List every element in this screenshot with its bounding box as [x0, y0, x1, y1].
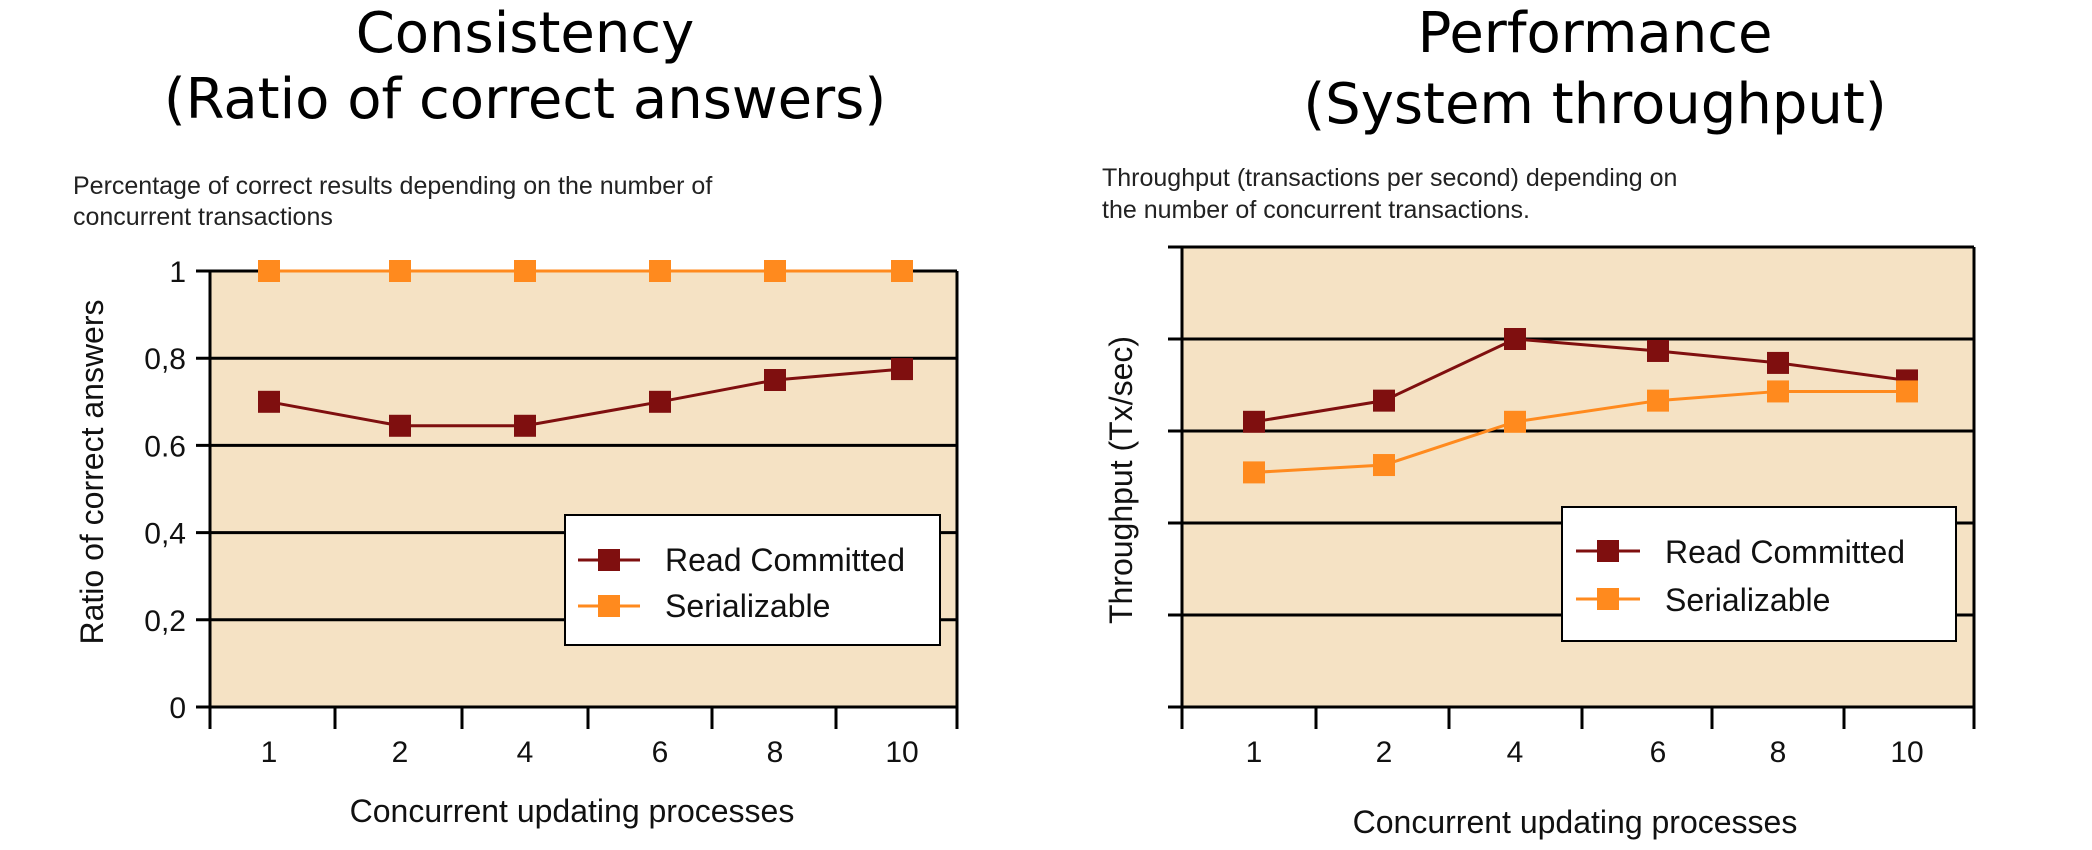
x-tick-label: 2 — [392, 736, 409, 769]
legend-box — [1561, 506, 1957, 642]
data-point-marker — [1767, 380, 1789, 403]
x-tick-label: 4 — [1507, 736, 1524, 769]
data-point-marker — [1504, 328, 1526, 350]
legend-label-read-committed: Read Committed — [665, 542, 905, 578]
data-point-marker — [891, 260, 913, 282]
chart-title-line-1: Consistency — [356, 1, 695, 66]
data-point-marker — [1504, 410, 1526, 433]
legend-marker-serializable — [598, 595, 620, 617]
legend: Read Committed Serializable — [1561, 506, 1957, 642]
series-line-read-committed — [1253, 337, 1908, 424]
legend-label-read-committed: Read Committed — [1665, 534, 1905, 570]
data-point-marker — [891, 358, 913, 381]
chart-title-line-2: (Ratio of correct answers) — [164, 67, 886, 132]
legend-marker-read-committed — [598, 549, 620, 571]
legend-label-serializable: Serializable — [665, 588, 830, 624]
y-tick-label: 0 — [169, 692, 186, 725]
legend-label-serializable: Serializable — [1665, 582, 1830, 618]
chart-subtitle-line-1: Throughput (transactions per second) dep… — [1102, 164, 1677, 192]
data-point-marker — [649, 390, 671, 413]
chart-subtitle-line-2: concurrent transactions — [73, 203, 333, 231]
series-line-read-committed — [268, 367, 903, 428]
y-tick-label: 0,8 — [144, 343, 186, 376]
data-point-marker — [258, 260, 280, 282]
legend: Read Committed Serializable — [564, 514, 941, 646]
chart-subtitle-line-1: Percentage of correct results depending … — [73, 172, 712, 200]
x-tick-label: 4 — [517, 736, 534, 769]
y-axis-label: Throughput (Tx/sec) — [1103, 336, 1139, 624]
chart-title-line-2: (System throughput) — [1303, 72, 1886, 137]
y-axis-label: Ratio of correct answers — [74, 299, 110, 644]
data-point-marker — [1896, 380, 1918, 403]
chart-subtitle-line-2: the number of concurrent transactions. — [1102, 196, 1530, 224]
y-tick-label: 0,2 — [144, 605, 186, 638]
x-tick-label: 10 — [1890, 736, 1923, 769]
x-tick-label: 6 — [652, 736, 669, 769]
data-point-marker — [1373, 389, 1395, 412]
data-point-marker — [649, 260, 671, 282]
data-point-marker — [1767, 351, 1789, 374]
data-point-marker — [764, 369, 786, 391]
y-tick-label: 0.6 — [144, 430, 186, 463]
y-tick-label: 0,4 — [144, 518, 186, 551]
legend-box — [564, 514, 941, 646]
y-tick-label: 1 — [169, 256, 186, 289]
x-axis-label: Concurrent updating processes — [1353, 804, 1798, 840]
x-tick-label: 1 — [261, 736, 278, 769]
data-point-marker — [514, 260, 536, 282]
series-line-serializable — [1253, 389, 1907, 474]
x-tick-label: 1 — [1246, 736, 1263, 769]
data-point-marker — [389, 260, 411, 282]
consistency-plot-area: 0 0,2 0,4 0.6 0,8 1 1 2 4 6 8 10 — [144, 256, 959, 769]
legend-marker-read-committed — [1597, 540, 1619, 562]
data-point-marker — [258, 390, 280, 413]
data-point-marker — [1243, 461, 1265, 484]
data-point-marker — [1373, 454, 1395, 477]
x-tick-label: 10 — [885, 736, 918, 769]
data-point-marker — [1243, 410, 1265, 433]
data-point-marker — [389, 414, 411, 437]
legend-marker-serializable — [1597, 588, 1619, 610]
data-point-marker — [764, 260, 786, 282]
x-tick-label: 8 — [767, 736, 784, 769]
consistency-chart: Consistency (Ratio of correct answers) P… — [73, 1, 959, 829]
data-point-marker — [514, 414, 536, 437]
x-tick-label: 2 — [1376, 736, 1393, 769]
data-point-marker — [1647, 389, 1669, 412]
performance-chart: Performance (System throughput) Throughp… — [1102, 1, 1976, 840]
x-tick-label: 8 — [1770, 736, 1787, 769]
x-axis-label: Concurrent updating processes — [350, 793, 795, 829]
x-tick-label: 6 — [1650, 736, 1667, 769]
chart-title-line-1: Performance — [1418, 1, 1773, 66]
data-point-marker — [1647, 339, 1669, 362]
